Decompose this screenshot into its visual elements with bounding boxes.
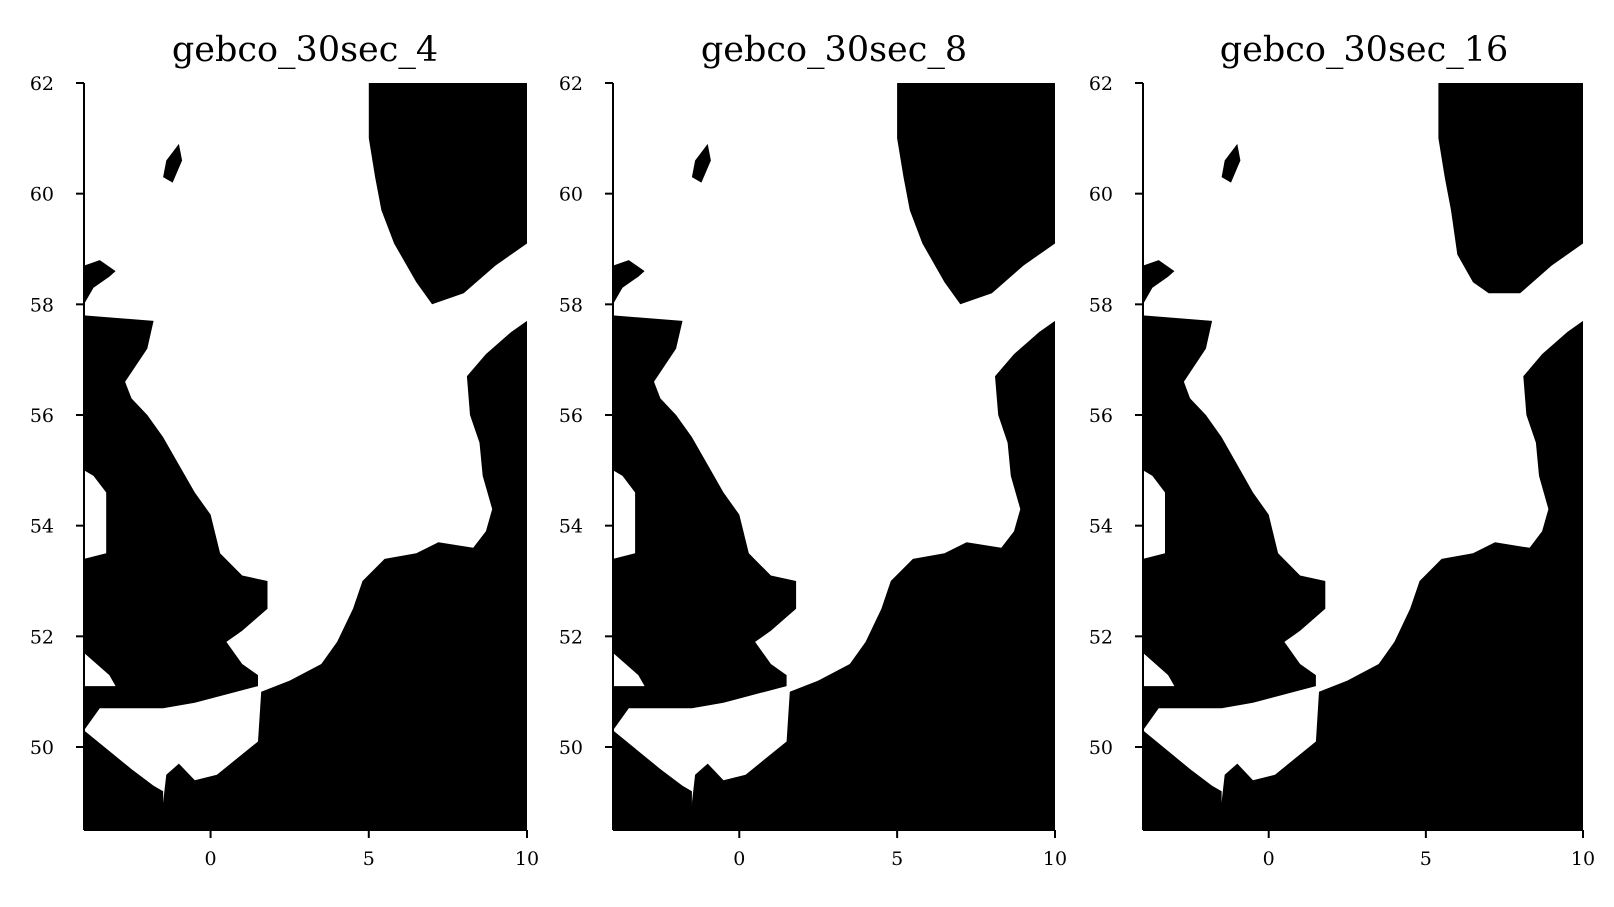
land-region-2 (1143, 260, 1175, 305)
land-region-4 (368, 83, 527, 305)
y-tick-label: 60 (559, 184, 583, 206)
x-tick-label: 5 (1420, 848, 1432, 870)
y-tick-label: 54 (30, 516, 54, 538)
y-tick-label: 52 (30, 626, 54, 648)
panel-title: gebco_30sec_4 (172, 30, 438, 70)
y-tick-label: 50 (30, 737, 54, 759)
land-mask (1143, 83, 1583, 830)
land-region-3 (688, 320, 1055, 830)
map-panel-1: gebco_30sec_4 0 5 10 50 52 54 56 58 60 62 (30, 30, 539, 870)
y-tick-label: 58 (30, 294, 54, 316)
land-region-1 (1143, 315, 1326, 830)
land-region-1 (613, 315, 797, 830)
panel-title: gebco_30sec_16 (1220, 30, 1509, 70)
y-tick-label: 52 (559, 626, 583, 648)
x-tick-label: 0 (205, 848, 217, 870)
y-tick-label: 62 (30, 73, 54, 95)
y-tick-label: 60 (30, 184, 54, 206)
land-region-1 (84, 315, 268, 830)
y-tick-label: 52 (1089, 626, 1113, 648)
x-tick-label: 0 (733, 848, 745, 870)
map-panel-2: gebco_30sec_8 0 5 10 50 52 54 56 58 60 62 (559, 30, 1067, 870)
x-tick-label: 10 (1043, 848, 1067, 870)
x-tick-label: 10 (1571, 848, 1595, 870)
land-region-5 (691, 143, 711, 183)
land-region-3 (1218, 320, 1583, 830)
land-region-4 (897, 83, 1055, 305)
y-tick-label: 54 (559, 516, 583, 538)
x-tick-label: 5 (891, 848, 903, 870)
y-tick-label: 58 (1089, 294, 1113, 316)
y-tick-label: 58 (559, 294, 583, 316)
y-tick-label: 54 (1089, 516, 1113, 538)
y-tick-label: 50 (559, 737, 583, 759)
land-region-2 (613, 260, 645, 305)
x-tick-label: 10 (515, 848, 539, 870)
map-panel-3: gebco_30sec_16 0 5 10 50 52 54 56 58 60 62 (1089, 30, 1595, 870)
y-tick-label: 50 (1089, 737, 1113, 759)
y-tick-label: 56 (30, 405, 54, 427)
y-tick-label: 62 (559, 73, 583, 95)
y-tick-label: 56 (559, 405, 583, 427)
y-tick-label: 62 (1089, 73, 1113, 95)
x-tick-label: 5 (363, 848, 375, 870)
land-mask (613, 83, 1055, 830)
land-region-2 (84, 260, 116, 305)
land-mask (84, 83, 527, 830)
land-region-3 (159, 320, 527, 830)
land-region-4 (1438, 83, 1583, 294)
land-region-5 (1221, 143, 1241, 183)
land-region-5 (163, 143, 183, 183)
panel-title: gebco_30sec_8 (701, 30, 967, 70)
x-tick-label: 0 (1263, 848, 1275, 870)
y-tick-label: 60 (1089, 184, 1113, 206)
y-tick-label: 56 (1089, 405, 1113, 427)
